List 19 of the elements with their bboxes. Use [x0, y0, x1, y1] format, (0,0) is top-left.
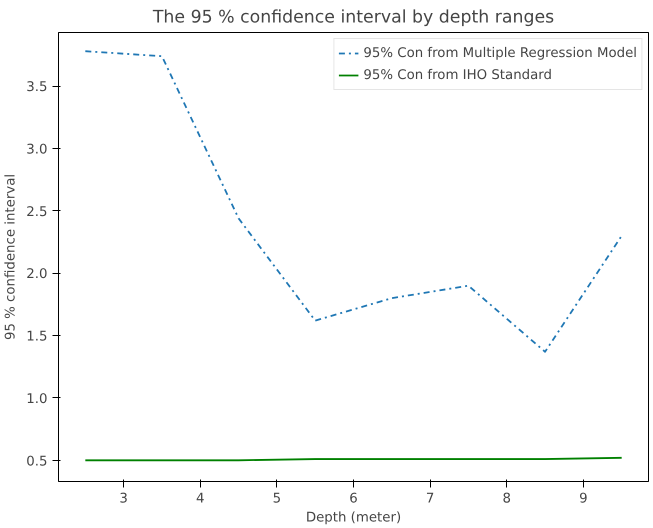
- x-tick-label: 9: [579, 492, 588, 506]
- chart-title: The 95 % confidence interval by depth ranges: [152, 8, 554, 28]
- y-tick-label: 2.0: [26, 267, 48, 282]
- x-tick-label: 3: [119, 492, 128, 506]
- legend-label: 95% Con from IHO Standard: [363, 68, 552, 82]
- y-tick-label: 1.5: [26, 330, 48, 345]
- x-tick-label: 7: [426, 492, 434, 506]
- x-tick-label: 5: [272, 492, 282, 506]
- x-tick-label: 8: [502, 492, 511, 506]
- x-axis-title: Depth (meter): [306, 510, 402, 526]
- x-tick-label: 6: [349, 492, 358, 506]
- y-tick-label: 3.0: [26, 142, 48, 158]
- y-tick-label: 3.5: [26, 80, 48, 96]
- y-tick-label: 1.0: [26, 392, 48, 407]
- y-tick-label: 0.5: [26, 454, 48, 470]
- y-tick-label: 2.5: [26, 204, 48, 220]
- x-tick-label: 4: [196, 492, 204, 506]
- legend-label: 95% Con from Multiple Regression Model: [363, 46, 637, 60]
- y-axis-title: 95 % confidence interval: [3, 174, 18, 340]
